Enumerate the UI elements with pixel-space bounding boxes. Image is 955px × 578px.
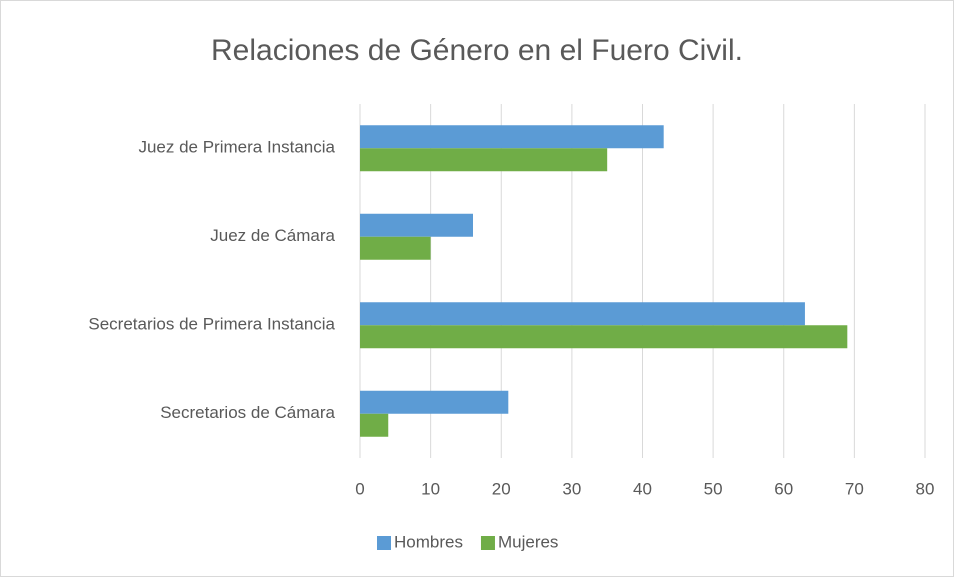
x-tick-label: 10 [421,479,440,498]
legend-swatch [377,536,391,550]
x-tick-label: 30 [562,479,581,498]
y-tick-label: Juez de Primera Instancia [138,138,335,157]
x-tick-label: 0 [355,479,364,498]
y-tick-label: Secretarios de Primera Instancia [88,315,335,334]
bar [360,125,664,149]
bar [360,213,473,237]
x-tick-label: 60 [774,479,793,498]
bar [360,236,431,260]
legend-label: Hombres [394,532,463,551]
x-tick-label: 20 [492,479,511,498]
y-tick-label: Secretarios de Cámara [160,403,335,422]
x-tick-label: 40 [633,479,652,498]
bar [360,413,389,437]
legend-swatch [480,536,495,550]
y-tick-label: Juez de Cámara [210,226,335,245]
x-tick-label: 50 [704,479,723,498]
x-tick-label: 70 [845,479,864,498]
legend-label: Mujeres [498,532,558,551]
chart-title: Relaciones de Género en el Fuero Civil. [211,34,743,67]
bar [360,302,805,326]
bar [360,325,848,349]
bar [360,390,509,414]
bar [360,148,608,172]
x-tick-label: 80 [916,479,935,498]
